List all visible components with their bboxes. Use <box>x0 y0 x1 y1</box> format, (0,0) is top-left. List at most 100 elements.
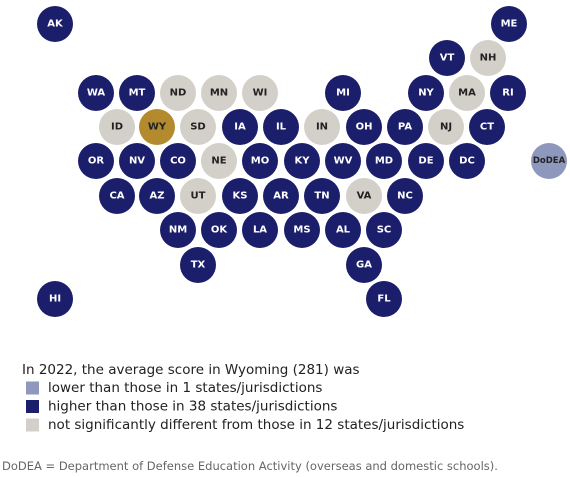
state-tile <box>284 212 320 248</box>
state-label: MT <box>129 88 146 99</box>
state-tile <box>139 109 175 145</box>
state-tile <box>160 212 196 248</box>
state-label: TX <box>191 260 206 271</box>
state-label: SC <box>377 225 392 236</box>
state-tile <box>490 75 526 111</box>
state-label: MN <box>210 88 228 99</box>
state-label: DoDEA <box>533 156 566 166</box>
state-tile <box>491 6 527 42</box>
state-tile <box>99 178 135 214</box>
state-label: CO <box>170 156 186 167</box>
state-tile <box>201 212 237 248</box>
state-tile <box>263 178 299 214</box>
state-tile <box>428 109 464 145</box>
state-label: MA <box>458 88 476 99</box>
footnote: DoDEA = Department of Defense Education … <box>2 459 498 473</box>
state-tile <box>366 281 402 317</box>
state-tile <box>242 143 278 179</box>
state-label: DC <box>459 156 475 167</box>
state-tile <box>304 109 340 145</box>
state-label: IN <box>316 122 328 133</box>
state-label: AR <box>273 191 289 202</box>
state-label: MO <box>251 156 269 167</box>
state-tile <box>37 6 73 42</box>
state-label: OK <box>211 225 229 236</box>
state-label: WV <box>334 156 353 167</box>
state-tile <box>284 143 320 179</box>
state-tile <box>449 143 485 179</box>
state-tile <box>201 143 237 179</box>
state-label: HI <box>49 294 61 305</box>
state-label: ND <box>170 88 187 99</box>
state-tile <box>449 75 485 111</box>
state-label: RI <box>502 88 513 99</box>
state-tile <box>119 143 155 179</box>
state-tile <box>304 178 340 214</box>
state-label: GA <box>356 260 372 271</box>
state-tile <box>139 178 175 214</box>
state-label: FL <box>377 294 391 305</box>
state-label: MI <box>336 88 350 99</box>
state-tile <box>222 178 258 214</box>
state-label: NJ <box>440 122 452 133</box>
state-label: WY <box>148 122 167 133</box>
state-tile <box>346 178 382 214</box>
legend-swatch <box>26 418 39 432</box>
state-tile <box>325 143 361 179</box>
state-tile <box>408 143 444 179</box>
state-tile <box>325 212 361 248</box>
state-tile <box>429 40 465 76</box>
state-tile <box>242 75 278 111</box>
state-tile <box>180 109 216 145</box>
state-tile <box>387 178 423 214</box>
legend-label: not significantly different from those i… <box>48 417 464 433</box>
state-tile <box>366 212 402 248</box>
state-tile <box>180 247 216 283</box>
state-tile <box>470 40 506 76</box>
state-label: ME <box>501 19 518 30</box>
state-label: OH <box>356 122 373 133</box>
state-tile <box>78 143 114 179</box>
legend-swatch <box>26 400 39 413</box>
state-label: AL <box>336 225 351 236</box>
state-label: TN <box>314 191 329 202</box>
state-label: KY <box>295 156 311 167</box>
state-label: KS <box>233 191 248 202</box>
state-label: VA <box>357 191 372 202</box>
state-tile <box>242 212 278 248</box>
state-label: AZ <box>150 191 165 202</box>
state-tile <box>99 109 135 145</box>
state-label: MS <box>293 225 310 236</box>
state-tile <box>201 75 237 111</box>
state-tile <box>387 109 423 145</box>
state-tile <box>346 247 382 283</box>
state-label: WA <box>87 88 106 99</box>
state-label: NH <box>480 53 497 64</box>
state-tile <box>366 143 402 179</box>
state-label: DE <box>418 156 433 167</box>
state-label: WI <box>253 88 268 99</box>
state-label: CA <box>109 191 124 202</box>
state-tile <box>469 109 505 145</box>
state-label: IA <box>234 122 246 133</box>
state-label: OR <box>88 156 105 167</box>
state-label: NC <box>397 191 413 202</box>
state-label: IL <box>276 122 287 133</box>
state-label: NY <box>418 88 434 99</box>
state-label: SD <box>190 122 206 133</box>
state-tile <box>78 75 114 111</box>
legend-label: higher than those in 38 states/jurisdict… <box>48 399 337 415</box>
state-tile <box>160 75 196 111</box>
state-label: ID <box>111 122 123 133</box>
state-label: CT <box>480 122 494 133</box>
legend-swatch <box>26 381 39 395</box>
legend-label: lower than those in 1 states/jurisdictio… <box>48 380 322 396</box>
state-label: LA <box>253 225 267 236</box>
state-label: NE <box>211 156 226 167</box>
legend-heading: In 2022, the average score in Wyoming (2… <box>22 362 360 378</box>
state-label: PA <box>398 122 412 133</box>
state-label: MD <box>375 156 393 167</box>
state-tile <box>119 75 155 111</box>
state-tile <box>408 75 444 111</box>
